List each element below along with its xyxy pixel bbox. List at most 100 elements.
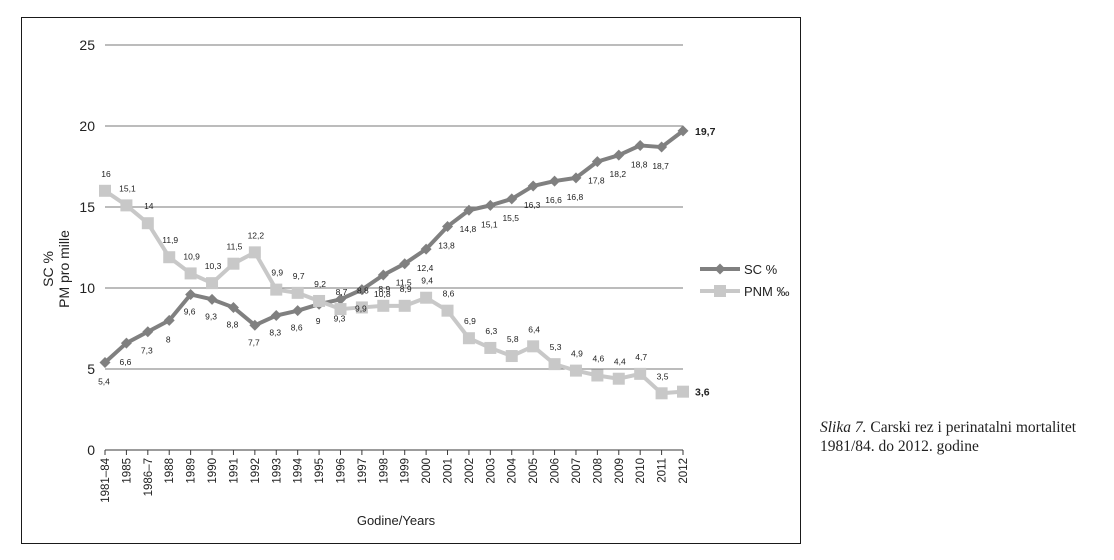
data-label: 8,6 [443,289,455,299]
data-point [355,301,368,314]
data-point [612,372,625,385]
data-label: 8 [166,334,171,344]
data-point [462,332,475,345]
y-tick-label: 15 [79,199,95,215]
y-tick-label: 5 [87,361,95,377]
data-point [441,304,454,317]
data-label: 4,4 [614,357,626,367]
grid-lines [105,44,683,451]
data-point [227,301,239,313]
data-label: 8,6 [291,323,303,333]
data-point [484,199,496,211]
data-point [185,288,197,300]
data-point [527,340,540,353]
data-label: 3,5 [657,371,669,381]
series-line-1 [103,189,684,396]
data-point [463,204,475,216]
legend-label: PNM ‰ [744,284,790,299]
data-label: 4,6 [592,353,604,363]
x-tick-label: 2009 [614,458,626,484]
x-tick-label: 1981–84 [100,457,112,502]
data-label: 7,3 [141,346,153,356]
figure-caption-text: Carski rez i perinatalni mortalitet 1981… [820,419,1077,455]
data-point [163,251,176,264]
legend-square-marker [714,285,726,297]
data-point [184,267,197,280]
data-point [398,299,411,312]
data-point [527,180,539,192]
series-line-0 [103,129,685,365]
data-point [634,139,646,151]
data-point [420,291,433,304]
data-label: 5,8 [507,334,519,344]
data-label: 8,3 [269,328,281,338]
y-axis-label-line-1: SC % [40,251,56,287]
data-label: 11,5 [226,242,242,252]
x-tick-label: 1991 [228,458,240,484]
legend-diamond-marker [714,263,726,275]
data-label: 7,7 [248,337,260,347]
data-point [677,125,689,137]
data-label: 15,5 [502,213,519,223]
data-point [484,341,497,354]
data-point [334,303,347,316]
x-tick-label: 1985 [121,458,133,484]
data-point [506,193,518,205]
data-label: 9,7 [293,271,305,281]
data-point [248,246,261,259]
data-label: 6,9 [464,316,476,326]
data-point [227,257,240,270]
data-label: 9 [316,316,321,326]
x-tick-label: 1999 [400,458,412,484]
legend-item-sc: SC % [700,262,778,277]
data-point [548,358,561,371]
data-label: 8,8 [357,285,369,295]
data-label: 11,5 [396,278,412,288]
data-point [206,277,219,290]
data-label: 18,8 [631,159,648,169]
data-point [291,286,304,299]
data-label: 9,3 [334,313,346,323]
x-tick-label: 1989 [186,458,198,484]
data-label: 9,9 [271,268,283,278]
x-tick-label: 2008 [592,458,604,484]
data-label: 18,7 [652,161,669,171]
y-tick-labels: 0 5 10 15 20 25 [79,37,95,458]
x-axis-label: Godine/Years [357,513,436,528]
data-label: 9,6 [184,306,196,316]
data-point [399,258,411,270]
x-tick-label: 1993 [271,458,283,484]
data-label: 16,6 [545,195,562,205]
data-point [356,284,368,296]
data-label: 11,9 [162,235,178,245]
x-tick-label: 1986–7 [143,458,155,496]
data-label: 9,3 [205,311,217,321]
data-label: 8,7 [336,287,348,297]
x-tick-label: 2011 [657,458,669,483]
x-tick-label: 2012 [678,458,690,484]
data-label: 12,4 [417,263,434,273]
data-label: 14,8 [460,224,477,234]
data-label: 16,8 [567,192,584,202]
data-point [334,293,346,305]
legend-item-pnm: PNM ‰ [700,284,790,299]
x-tick-label: 1996 [335,458,347,484]
x-tick-label: 1992 [250,458,262,484]
data-point [313,294,326,307]
data-point [120,337,132,349]
figure-caption: Slika 7. Carski rez i perinatalni mortal… [820,418,1110,456]
data-label: 12,2 [248,230,265,240]
figure-label: Slika 7. [820,419,867,436]
y-tick-label: 0 [87,442,95,458]
data-point [377,269,389,281]
data-label: 15,1 [481,219,498,229]
x-tick-label: 1997 [357,458,369,484]
data-point [442,220,454,232]
data-label: 9,4 [421,276,433,286]
data-point [377,299,390,312]
data-label: 16 [101,169,111,179]
data-label: 8,8 [227,319,239,329]
data-label: 4,7 [635,352,647,362]
data-point [613,149,625,161]
line-chart: 0 5 10 15 20 25 1981–84 1985 1986–7 1988 1989 1990… [40,37,790,528]
